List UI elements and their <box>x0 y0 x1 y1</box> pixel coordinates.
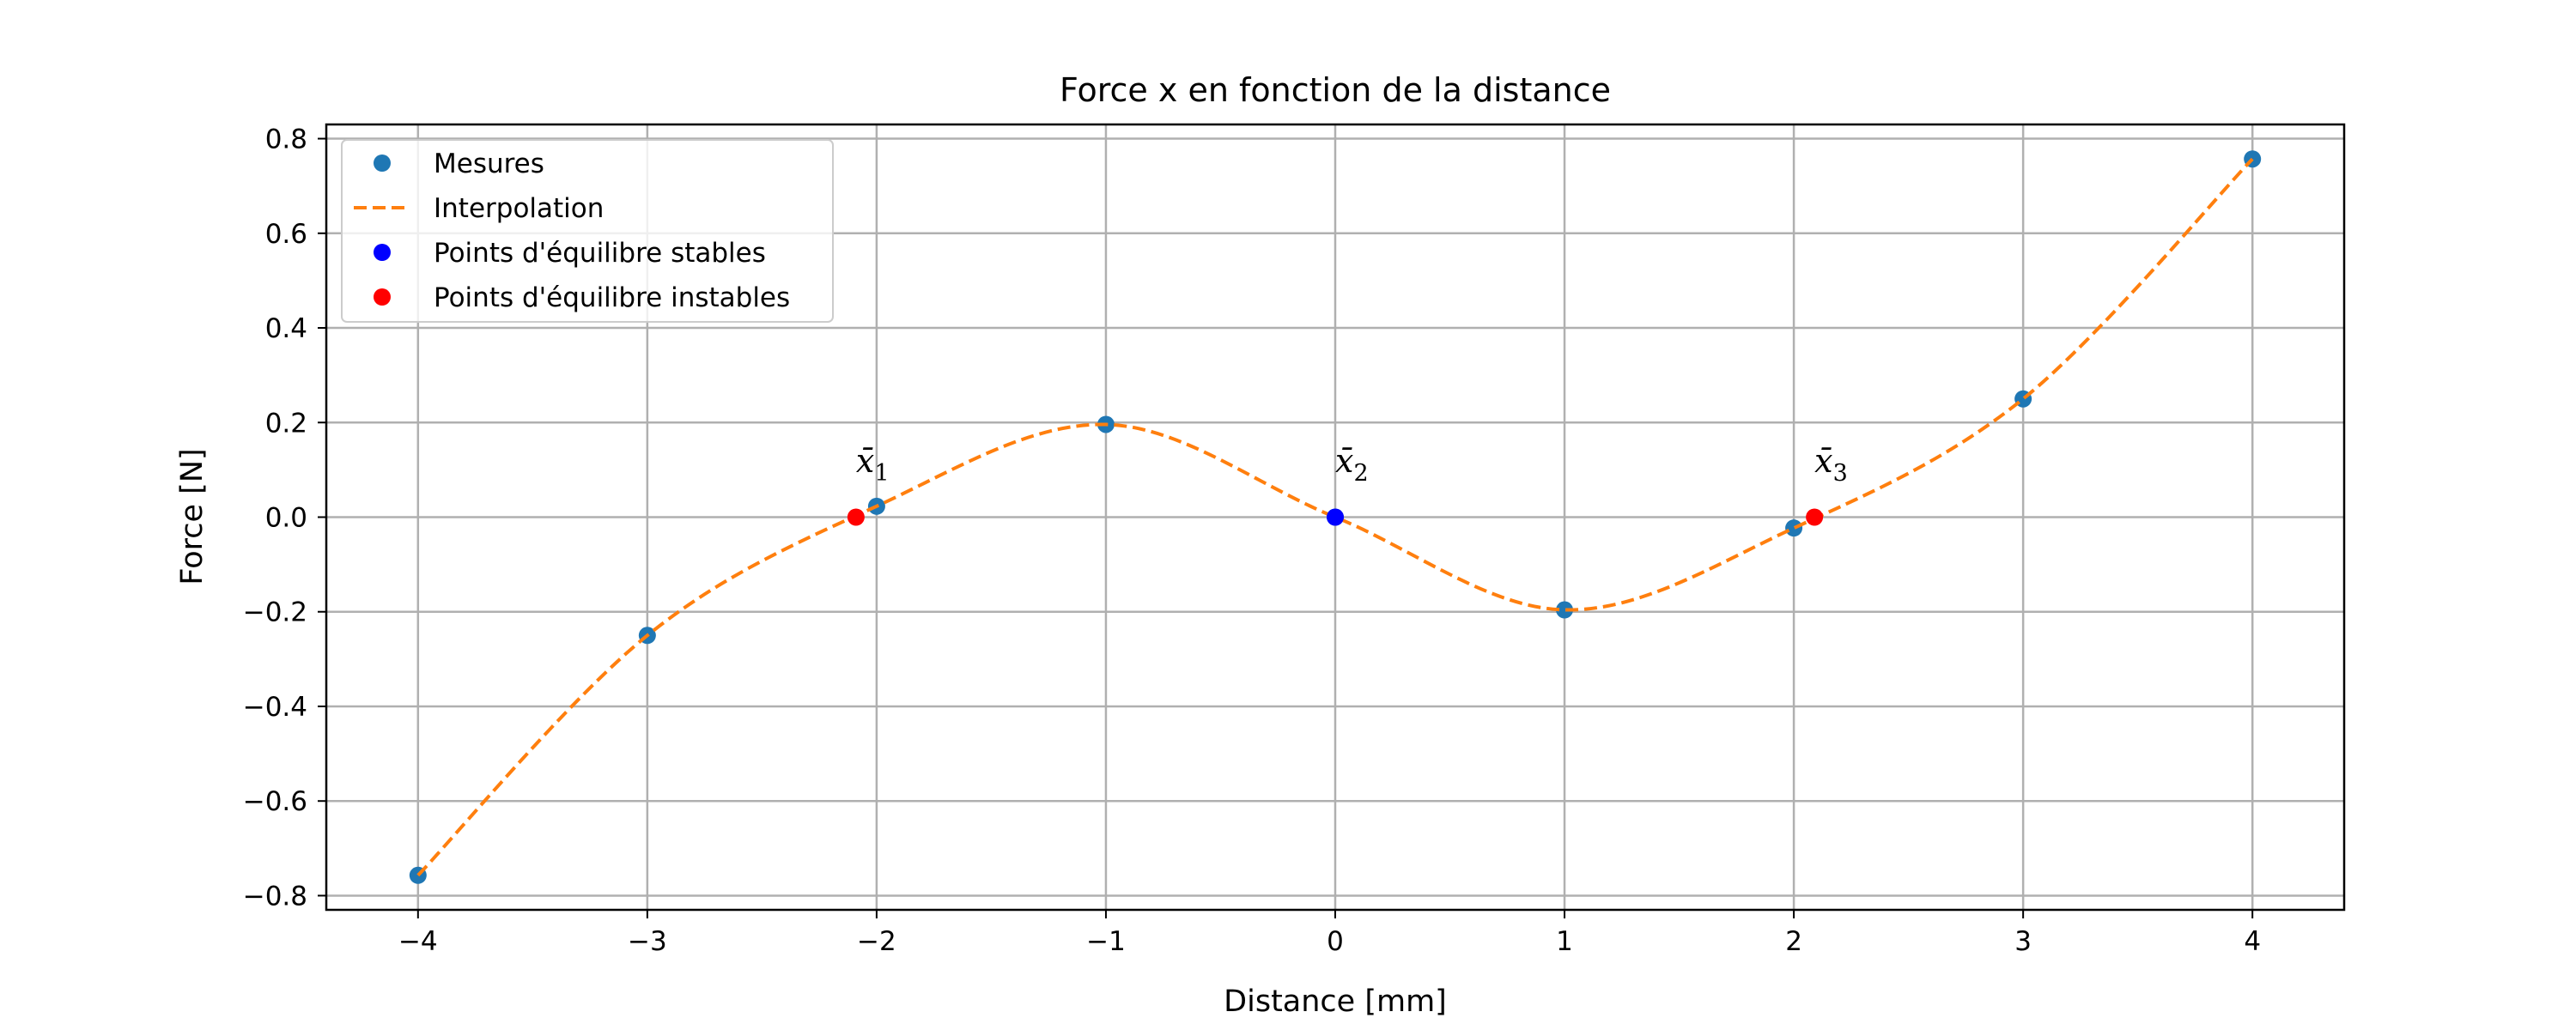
annotation-subscript: 3 <box>1833 460 1848 487</box>
legend-label: Points d'équilibre stables <box>434 238 766 269</box>
mesure-point <box>1785 519 1803 537</box>
x-tick-label: −3 <box>628 926 667 957</box>
annotation-base: x̄ <box>1335 442 1353 480</box>
y-tick-label: −0.6 <box>243 786 307 817</box>
y-tick-label: 0.6 <box>265 219 307 250</box>
legend-swatch-marker <box>374 154 391 172</box>
y-tick-label: −0.2 <box>243 597 307 628</box>
x-tick-label: −4 <box>398 926 438 957</box>
x-tick-label: 2 <box>1785 926 1802 957</box>
y-tick-label: −0.4 <box>243 692 307 723</box>
x-tick-label: 0 <box>1327 926 1344 957</box>
annotations: x̄1 x̄2 x̄3 <box>856 442 1848 487</box>
y-tick-label: 0.2 <box>265 408 307 439</box>
y-tick-label: −0.8 <box>243 881 307 912</box>
annotation-subscript: 1 <box>874 460 889 487</box>
x-axis-label: Distance [mm] <box>1224 985 1447 1019</box>
chart-title: Force x en fonction de la distance <box>1060 71 1611 109</box>
x-tick-label: −2 <box>857 926 896 957</box>
legend: Mesures Interpolation Points d'équilibre s… <box>341 139 834 323</box>
mesure-point <box>1556 601 1574 619</box>
legend-label: Mesures <box>434 148 544 179</box>
annotation-base: x̄ <box>856 442 874 480</box>
equilibrium-annotation: x̄2 <box>1335 442 1369 487</box>
x-tick-label: 3 <box>2014 926 2032 957</box>
annotation-base: x̄ <box>1814 442 1832 480</box>
y-axis: −0.8 −0.6 −0.4 −0.2 0.0 0.2 0.4 0.6 0.8 <box>243 124 326 912</box>
interpolation-line <box>416 157 2254 877</box>
legend-label: Interpolation <box>434 193 604 224</box>
x-axis: −4 −3 −2 −1 0 1 2 3 4 <box>398 910 2261 957</box>
y-tick-label: 0.8 <box>265 124 307 155</box>
y-tick-label: 0.0 <box>265 503 307 534</box>
equilibrium-annotation: x̄3 <box>1814 442 1848 487</box>
y-axis-label: Force [N] <box>175 448 210 585</box>
plot-content <box>409 150 2262 884</box>
stable-equilibrium-point <box>1327 508 1344 526</box>
unstable-equilibrium-point <box>1806 508 1824 526</box>
equilibrium-annotation: x̄1 <box>856 442 890 487</box>
x-tick-label: −1 <box>1086 926 1126 957</box>
unstable-equilibrium-point <box>847 508 865 526</box>
x-tick-label: 4 <box>2244 926 2261 957</box>
legend-box <box>341 139 834 323</box>
y-tick-label: 0.4 <box>265 313 307 344</box>
x-tick-label: 1 <box>1556 926 1573 957</box>
legend-swatch-marker <box>374 288 391 306</box>
legend-swatch-marker <box>374 244 391 261</box>
legend-label: Points d'équilibre instables <box>434 282 790 313</box>
annotation-subscript: 2 <box>1353 460 1368 487</box>
